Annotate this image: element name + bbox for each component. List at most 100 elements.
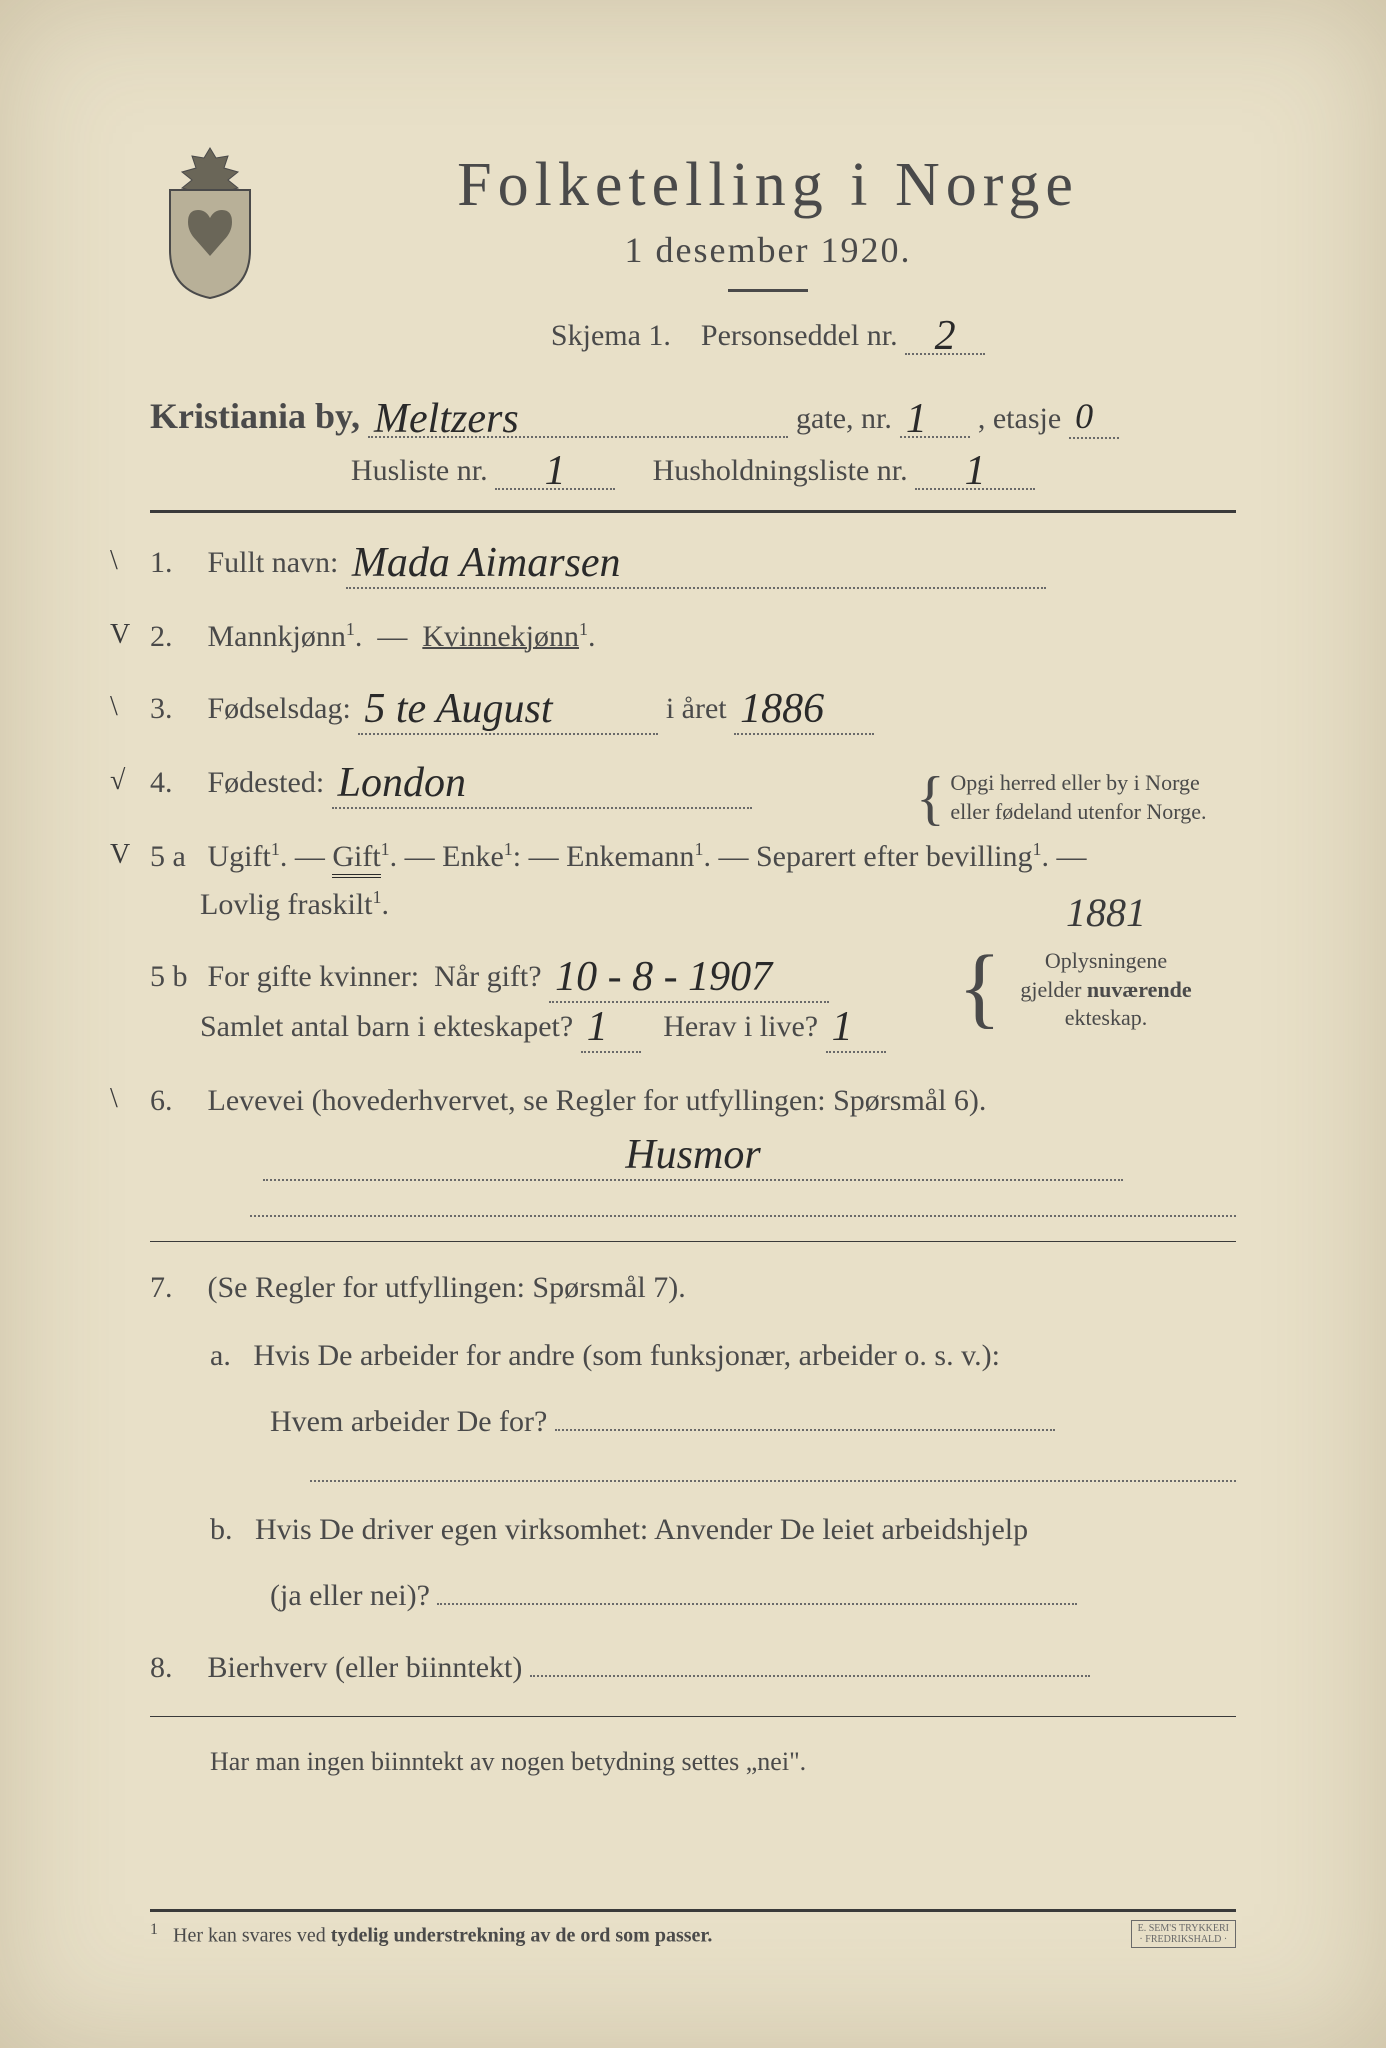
q5a-ugift: Ugift [208, 840, 271, 873]
rule-1 [150, 510, 1236, 513]
tick-mark-icon: \ [110, 539, 118, 584]
city-prefix: Kristiania by, [150, 395, 360, 437]
q7a-text1: Hvis De arbeider for andre (som funksjon… [253, 1339, 1000, 1372]
q8-row: 8. Bierhverv (eller biinntekt) [150, 1644, 1236, 1692]
tick-mark-icon: √ [110, 759, 125, 804]
q4-value: London [338, 767, 466, 801]
q8-num: 8. [150, 1644, 200, 1692]
q3-year: 1886 [740, 693, 824, 727]
q7-label: (Se Regler for utfyllingen: Spørsmål 7). [208, 1271, 686, 1304]
q5a-enkemann: Enkemann [566, 840, 694, 873]
q5b-children-label: Samlet antal barn i ekteskapet? [200, 1010, 573, 1043]
q8-label: Bierhverv (eller biinntekt) [208, 1651, 523, 1684]
subtitle: 1 desember 1920. [300, 229, 1236, 271]
q5b-row: 5 b For gifte kvinner: Når gift? 10 - 8 … [150, 953, 1236, 1053]
main-title: Folketelling i Norge [300, 150, 1236, 221]
q5b-label: For gifte kvinner: [208, 960, 420, 993]
footnote: 1 Her kan svares ved tydelig understrekn… [150, 1909, 1236, 1948]
q4-num: 4. [150, 759, 200, 807]
husliste-value: 1 [545, 455, 566, 489]
q5a-line2: Lovlig fraskilt [200, 888, 372, 921]
printer-l2: · FREDRIKSHALD · [1139, 1934, 1227, 1945]
q7a-blank [310, 1454, 1236, 1482]
q7-num: 7. [150, 1264, 200, 1312]
q4-row: √ 4. Fødested: London { Opgi herred elle… [150, 759, 1236, 809]
q7b-label: b. [210, 1513, 233, 1546]
q2-male: Mannkjønn [208, 620, 346, 653]
q2-num: 2. [150, 613, 200, 661]
q5b-alive-value: 1 [832, 1011, 853, 1045]
q7-row: 7. (Se Regler for utfyllingen: Spørsmål … [150, 1264, 1236, 1620]
header: Folketelling i Norge 1 desember 1920. Sk… [150, 140, 1236, 385]
hushold-label: Husholdningsliste nr. [653, 454, 908, 487]
skjema-label: Skjema 1. [551, 319, 671, 352]
printer-mark: E. SEM'S TRYKKERI · FREDRIKSHALD · [1131, 1920, 1236, 1948]
personseddel-value: 2 [935, 320, 956, 354]
footnote-marker: 1 [150, 1921, 158, 1938]
q4-label: Fødested: [208, 766, 325, 799]
q5b-alive-label: Herav i live? [663, 1010, 818, 1043]
city-line: Kristiania by, Meltzers gate, nr. 1 , et… [150, 395, 1236, 439]
q4-note-l2: eller fødeland utenfor Norge. [950, 799, 1206, 824]
q6-num: 6. [150, 1077, 200, 1125]
printer-l1: E. SEM'S TRYKKERI [1138, 1923, 1229, 1934]
census-page: Folketelling i Norge 1 desember 1920. Sk… [0, 0, 1386, 2048]
q5a-gift: Gift [332, 840, 380, 878]
skjema-line: Skjema 1. Personseddel nr. 2 [300, 316, 1236, 355]
q1-row: \ 1. Fullt navn: Mada Aimarsen [150, 539, 1236, 589]
title-block: Folketelling i Norge 1 desember 1920. Sk… [300, 140, 1236, 385]
brace-icon: { [958, 947, 1001, 1028]
q7a-label: a. [210, 1339, 231, 1372]
q6-row: \ 6. Levevei (hovederhvervet, se Regler … [150, 1077, 1236, 1217]
q4-sidenote: { Opgi herred eller by i Norge eller fød… [916, 759, 1236, 837]
rule-2 [150, 1241, 1236, 1242]
q5b-num: 5 b [150, 953, 200, 1001]
q5b-oplys: { Oplysningene gjelder nuværende ekteska… [986, 947, 1226, 1033]
gate-label: gate, nr. [796, 402, 892, 436]
tick-mark-icon: \ [110, 1077, 118, 1122]
q5a-row: V 5 a Ugift1. — Gift1. — Enke1: — Enkema… [150, 833, 1236, 929]
personseddel-label: Personseddel nr. [701, 319, 898, 352]
q6-value: Husmor [625, 1139, 760, 1173]
title-divider [728, 289, 808, 292]
q7b-text1: Hvis De driver egen virksomhet: Anvender… [255, 1513, 1028, 1546]
q1-value: Mada Aimarsen [352, 547, 621, 581]
oplys-l3: ekteskap. [1065, 1005, 1147, 1030]
coat-of-arms-icon [150, 140, 270, 300]
tick-mark-icon: V [110, 833, 130, 878]
q5b-children-value: 1 [587, 1011, 608, 1045]
q7a-text2: Hvem arbeider De for? [270, 1398, 547, 1446]
gate-value: 1 [906, 403, 927, 437]
tick-mark-icon: V [110, 613, 130, 658]
footnote-text: Her kan svares ved tydelig understreknin… [173, 1924, 712, 1946]
q3-year-label: i året [666, 692, 727, 725]
q3-day: 5 te August [364, 693, 552, 727]
q3-num: 3. [150, 685, 200, 733]
q3-row: \ 3. Fødselsdag: 5 te August i året 1886 [150, 685, 1236, 735]
rule-3 [150, 1716, 1236, 1717]
q5a-num: 5 a [150, 833, 200, 881]
husliste-label: Husliste nr. [351, 454, 488, 487]
etasje-value: 0 [1075, 396, 1093, 436]
q5b-when-label: Når gift? [434, 960, 541, 993]
q4-note-l1: Opgi herred eller by i Norge [950, 770, 1199, 795]
q3-label: Fødselsdag: [208, 692, 351, 725]
oplys-l2: gjelder nuværende [1020, 977, 1191, 1002]
q1-label: Fullt navn: [208, 546, 339, 579]
q6-label: Levevei (hovederhvervet, se Regler for u… [208, 1084, 987, 1117]
husliste-line: Husliste nr. 1 Husholdningsliste nr. 1 [150, 451, 1236, 490]
q5a-margin-note: 1881 [1066, 881, 1146, 945]
oplys-l1: Oplysningene [1045, 948, 1167, 973]
form-inner: Folketelling i Norge 1 desember 1920. Sk… [100, 80, 1286, 1988]
q6-blank-line [250, 1189, 1236, 1217]
etasje-label: , etasje [978, 402, 1061, 436]
bottom-note: Har man ingen biinntekt av nogen betydni… [210, 1747, 1236, 1777]
q5a-separert: Separert efter bevilling [756, 840, 1033, 873]
q2-row: V 2. Mannkjønn1. — Kvinnekjønn1. [150, 613, 1236, 661]
q1-num: 1. [150, 539, 200, 587]
hushold-value: 1 [965, 455, 986, 489]
q5a-enke: Enke [442, 840, 504, 873]
tick-mark-icon: \ [110, 685, 118, 730]
q2-female: Kvinnekjønn [422, 620, 579, 653]
q7b-text2: (ja eller nei)? [270, 1572, 430, 1620]
